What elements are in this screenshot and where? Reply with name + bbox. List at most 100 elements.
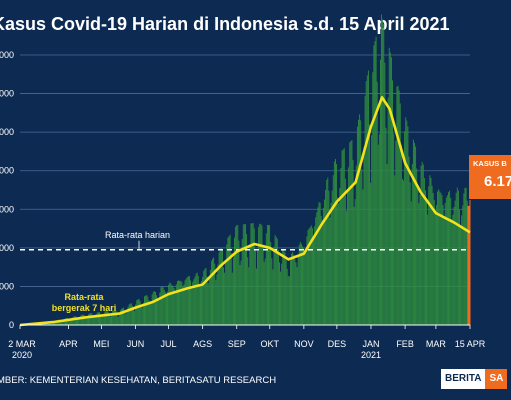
daily-case-bar (443, 217, 445, 325)
daily-case-bar (205, 267, 207, 325)
daily-case-bar (316, 212, 318, 325)
daily-case-bar (364, 95, 366, 325)
daily-case-bar (296, 267, 298, 325)
daily-case-bar (356, 126, 358, 325)
daily-case-bar (390, 57, 392, 326)
daily-case-bar (156, 295, 158, 325)
daily-case-bar (168, 284, 170, 325)
daily-case-bar (227, 237, 229, 325)
daily-case-bar (298, 244, 300, 325)
daily-case-bar (138, 298, 140, 325)
daily-case-bar (384, 62, 386, 325)
x-tick-label: 2 MAR (8, 339, 36, 349)
daily-case-bar (315, 217, 317, 325)
daily-case-bar (274, 234, 276, 325)
daily-case-bar (266, 224, 268, 325)
latest-cases-callout: KASUS B 6.17 (469, 155, 511, 199)
daily-case-bar (398, 90, 400, 325)
daily-case-bar (284, 252, 286, 325)
daily-case-bar (281, 263, 283, 325)
daily-case-bar (271, 258, 273, 325)
daily-case-bar (460, 225, 462, 325)
daily-case-bar (406, 120, 408, 325)
daily-case-bar (428, 186, 430, 325)
daily-case-bar (221, 249, 223, 325)
daily-case-bar (254, 250, 256, 325)
daily-case-bar (193, 279, 195, 325)
daily-case-bar (195, 273, 197, 325)
daily-case-bar (324, 199, 325, 325)
daily-case-bar (89, 313, 91, 325)
daily-case-bar (352, 159, 354, 325)
daily-case-bar (440, 192, 442, 325)
daily-case-bar (208, 277, 210, 325)
daily-case-bar (259, 223, 261, 325)
moving-average-label: Rata-rata (64, 292, 104, 302)
daily-case-bar (155, 291, 156, 325)
daily-case-bar (295, 262, 297, 325)
daily-case-bar (247, 257, 249, 325)
daily-case-bar (152, 291, 154, 325)
daily-case-bar (401, 178, 403, 325)
daily-case-bar (394, 175, 396, 325)
daily-case-bar (191, 286, 193, 325)
x-tick-label: AGS (193, 339, 212, 349)
daily-case-bar (124, 310, 126, 325)
daily-case-bar (372, 72, 374, 326)
daily-case-bar (431, 185, 433, 325)
daily-case-bar (160, 287, 162, 325)
daily-case-bar (92, 315, 94, 325)
daily-case-bar (392, 80, 394, 325)
source-note: MBER: KEMENTERIAN KESEHATAN, BERITASATU … (0, 375, 277, 386)
daily-case-bar (288, 276, 290, 325)
daily-case-bar (450, 197, 452, 325)
daily-case-bar (165, 294, 167, 325)
daily-case-bar (367, 70, 369, 325)
daily-case-bar (335, 158, 336, 325)
daily-case-bar (318, 202, 320, 325)
daily-case-bar (308, 228, 310, 325)
daily-case-bar (149, 303, 151, 325)
daily-case-bar (421, 161, 423, 325)
daily-case-bar (325, 189, 327, 325)
daily-case-bar (108, 315, 110, 325)
daily-case-bar (438, 189, 440, 325)
daily-case-bar (146, 295, 148, 325)
daily-case-bar (185, 278, 187, 325)
daily-case-bar (272, 269, 274, 325)
beritasatu-logo: BERITA SA (441, 369, 508, 389)
daily-case-bar (123, 307, 125, 325)
daily-case-bar (414, 142, 415, 325)
daily-case-bar (337, 197, 339, 325)
x-tick-year: 2021 (361, 350, 381, 360)
callout-value: 6.17 (484, 173, 511, 190)
daily-case-bar (173, 288, 175, 325)
x-tick-label: JAN (362, 339, 379, 349)
daily-case-bar (404, 131, 406, 325)
daily-case-bar (416, 168, 418, 325)
daily-case-bar (162, 287, 164, 325)
daily-case-bar (317, 207, 319, 325)
daily-case-bar (311, 228, 313, 325)
y-tick-label: 000 (0, 89, 14, 99)
daily-case-bar (102, 316, 104, 325)
y-tick-label: 000 (0, 127, 14, 137)
daily-case-bar (286, 268, 288, 325)
daily-case-bar (339, 187, 341, 325)
daily-case-bar (332, 175, 334, 325)
daily-case-bar (466, 200, 468, 325)
daily-case-bar (397, 85, 399, 325)
daily-case-bar (430, 177, 432, 325)
logo-right: SA (485, 369, 508, 389)
daily-case-bar (393, 133, 395, 325)
daily-case-bar (263, 261, 265, 325)
daily-case-bar (415, 146, 417, 325)
daily-case-bar (114, 310, 116, 325)
daily-case-bar (439, 191, 441, 325)
daily-case-bar (249, 244, 251, 325)
daily-case-bar (409, 182, 411, 325)
daily-case-bar (359, 114, 361, 325)
daily-case-bar (176, 280, 178, 325)
daily-case-bar (85, 317, 87, 325)
